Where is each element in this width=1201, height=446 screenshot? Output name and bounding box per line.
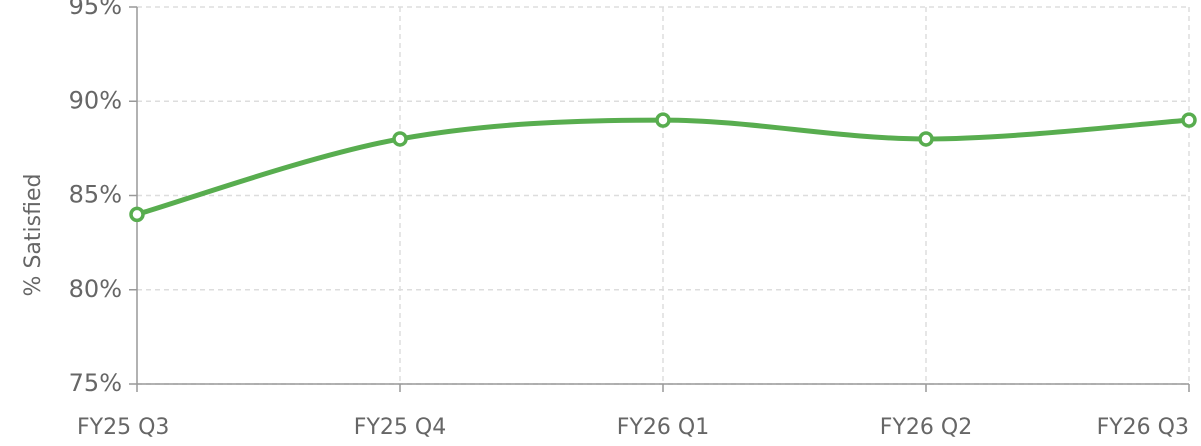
y-axis-label: % Satisfied: [21, 174, 46, 297]
y-tick-label: 95%: [69, 0, 122, 20]
y-tick-label: 80%: [69, 275, 122, 303]
y-tick-label: 90%: [69, 86, 122, 114]
y-tick-label: 85%: [69, 181, 122, 209]
x-tick-label: FY26 Q2: [880, 415, 972, 440]
x-tick-label: FY25 Q3: [77, 415, 169, 440]
point: [392, 131, 408, 147]
x-tick-label: FY25 Q4: [354, 415, 446, 440]
y-tick-label: 75%: [69, 369, 122, 397]
x-tick-label: FY26 Q3: [1097, 415, 1189, 440]
point: [918, 131, 934, 147]
point: [655, 112, 671, 128]
point: [129, 206, 145, 223]
x-tick-label: FY26 Q1: [617, 415, 709, 440]
point: [1181, 112, 1197, 128]
